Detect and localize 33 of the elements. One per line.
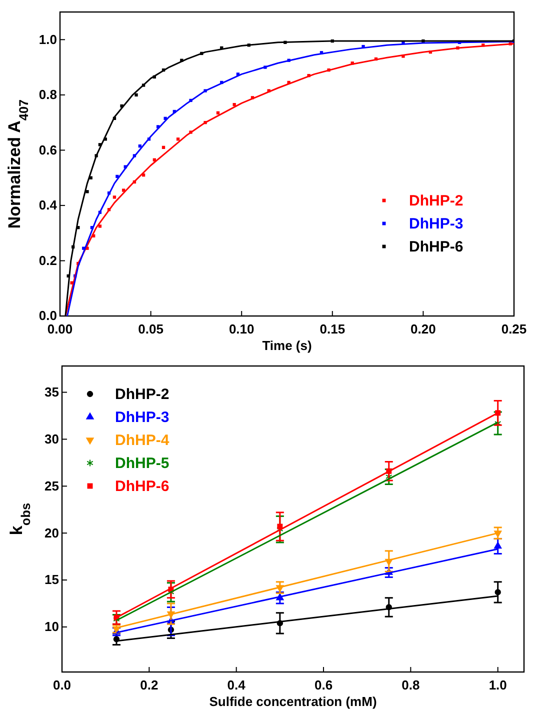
y-tick-label: 1.0 (38, 32, 57, 47)
x-tick-label: 0.25 (501, 321, 527, 336)
legend-label: DhHP-4 (115, 432, 170, 449)
legend-label: DhHP-2 (409, 192, 464, 210)
y-tick-label: 0.0 (38, 308, 57, 324)
x-tick-label: 0.2 (140, 677, 158, 692)
x-tick-label: 0.05 (138, 321, 164, 336)
legend-label: DhHP-3 (409, 215, 464, 232)
legend-label: DhHP-3 (115, 409, 170, 426)
x-tick-label: 0.8 (402, 677, 420, 692)
legend-label: DhHP-5 (115, 455, 170, 472)
y-tick-label: 0.6 (38, 142, 57, 158)
y-tick-label: 30 (44, 431, 59, 446)
x-axis-title: Sulfide concentration (mM) (209, 694, 377, 709)
x-tick-label: 0.10 (228, 321, 254, 336)
x-tick-label: 0.15 (320, 321, 346, 336)
y-tick-label: 20 (44, 525, 59, 540)
y-tick-label: 0.2 (38, 252, 57, 268)
legend-label: DhHP-6 (115, 478, 170, 495)
y-tick-label: 0.8 (38, 87, 57, 102)
x-axis-title: Time (s) (262, 338, 312, 353)
y-tick-label: 35 (44, 384, 59, 400)
y-tick-label: 10 (44, 619, 59, 634)
x-tick-label: 0.00 (47, 321, 73, 336)
y-tick-label: 25 (44, 478, 59, 494)
legend-label: DhHP-6 (409, 238, 464, 256)
x-tick-label: 0.6 (314, 677, 333, 692)
x-tick-label: 0.20 (410, 321, 436, 336)
y-tick-label: 0.4 (38, 198, 58, 213)
y-tick-label: 15 (44, 572, 59, 588)
x-tick-label: 1.0 (488, 677, 507, 692)
x-tick-label: 0.4 (227, 677, 246, 692)
legend-label: DhHP-2 (115, 386, 170, 403)
